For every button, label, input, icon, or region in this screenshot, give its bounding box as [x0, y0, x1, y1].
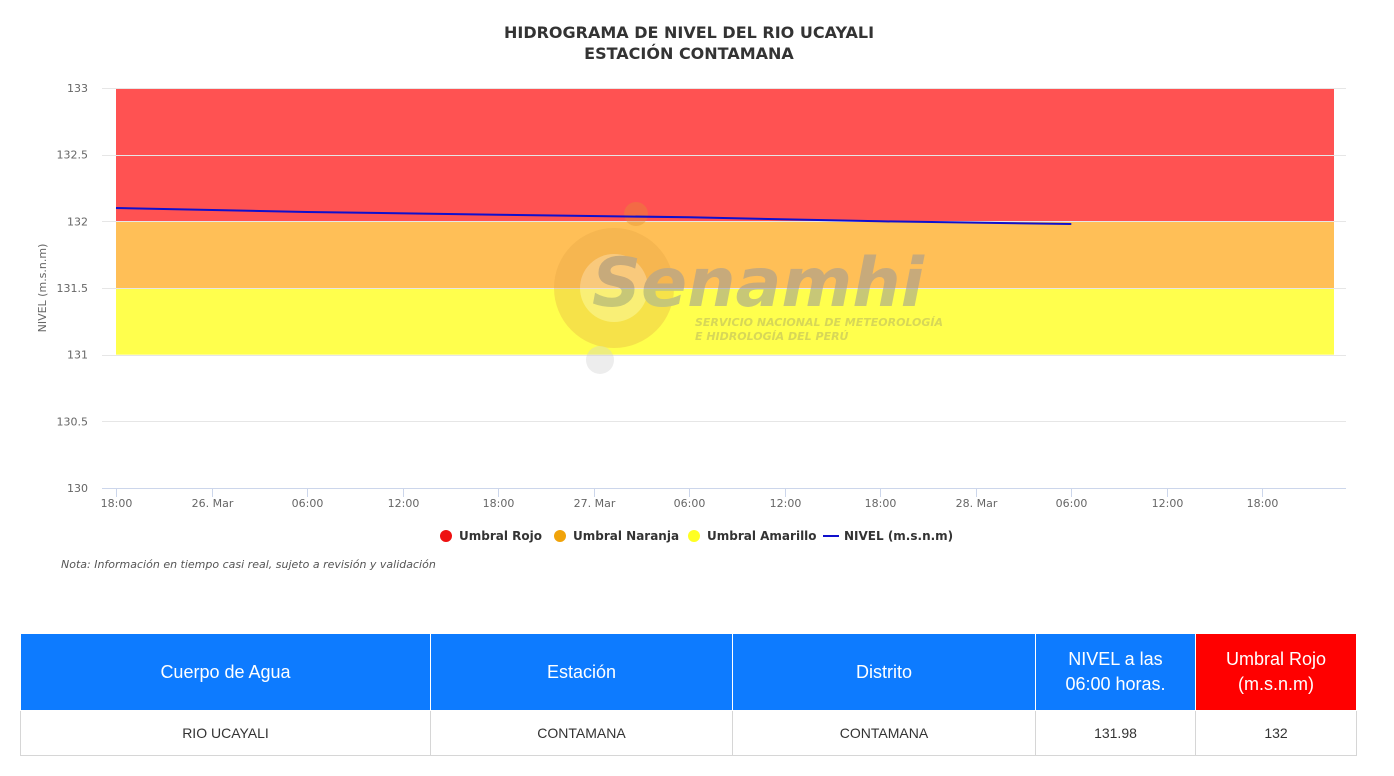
- band-umbral-naranja: [116, 221, 1334, 288]
- cell-estacion: CONTAMANA: [430, 710, 733, 756]
- header-umbral-line2: (m.s.n.m): [1238, 674, 1314, 694]
- chart-note: Nota: Información en tiempo casi real, s…: [61, 558, 436, 571]
- legend-item-umbral-rojo[interactable]: Umbral Rojo: [440, 529, 542, 543]
- cell-umbral-rojo: 132: [1195, 710, 1357, 756]
- cell-cuerpo-de-agua: RIO UCAYALI: [20, 710, 431, 756]
- legend-item-umbral-naranja[interactable]: Umbral Naranja: [554, 529, 679, 543]
- station-info-table: Cuerpo de Agua Estación Distrito NIVEL a…: [20, 633, 1357, 756]
- header-umbral-line1: Umbral Rojo: [1225, 649, 1327, 669]
- series-layer: [115, 207, 1072, 225]
- x-tick-label: 06:00: [292, 497, 324, 510]
- x-tick-label: 12:00: [770, 497, 802, 510]
- hydrograph-chart: HIDROGRAMA DE NIVEL DEL RIO UCAYALI ESTA…: [36, 23, 1346, 543]
- y-axis-ticks: 130 130.5 131 131.5 132 132.5 133: [57, 82, 89, 495]
- header-estacion: Estación: [430, 633, 733, 711]
- watermark-line1: SERVICIO NACIONAL DE METEOROLOGÍA: [695, 316, 943, 329]
- band-umbral-amarillo: [116, 288, 1334, 355]
- y-axis-title: NIVEL (m.s.n.m): [36, 244, 49, 333]
- chart-legend[interactable]: Umbral Rojo Umbral Naranja Umbral Amarillo…: [440, 529, 953, 543]
- legend-label-umbral-amarillo: Umbral Amarillo: [707, 529, 817, 543]
- x-tick-label: 18:00: [483, 497, 515, 510]
- chart-container: HIDROGRAMA DE NIVEL DEL RIO UCAYALI ESTA…: [36, 23, 1346, 571]
- series-line-nivel: [115, 207, 1072, 225]
- cell-distrito: CONTAMANA: [732, 710, 1036, 756]
- legend-item-umbral-amarillo[interactable]: Umbral Amarillo: [688, 529, 817, 543]
- x-tick-label: 27. Mar: [574, 497, 616, 510]
- legend-label-nivel-m-s-n-m: NIVEL (m.s.n.m): [844, 529, 953, 543]
- y-tick-label: 133: [67, 82, 88, 95]
- x-axis-ticks: 18:00 26. Mar 06:00 12:00 18:00 27. Mar 06:00 1…: [101, 488, 1279, 510]
- y-tick-label: 132.5: [57, 149, 89, 162]
- y-tick-label: 132: [67, 215, 88, 228]
- x-tick-label: 12:00: [1152, 497, 1184, 510]
- legend-label-umbral-rojo: Umbral Rojo: [459, 529, 542, 543]
- header-umbral-rojo: Umbral Rojo (m.s.n.m): [1195, 633, 1357, 711]
- x-tick-label: 18:00: [101, 497, 133, 510]
- y-tick-label: 130: [67, 482, 88, 495]
- table-row: RIO UCAYALI CONTAMANA CONTAMANA 131.98 1…: [20, 710, 1357, 756]
- x-tick-label: 28. Mar: [956, 497, 998, 510]
- chart-title: HIDROGRAMA DE NIVEL DEL RIO UCAYALI: [504, 23, 874, 42]
- header-nivel: NIVEL a las 06:00 horas.: [1035, 633, 1196, 711]
- cell-nivel: 131.98: [1035, 710, 1196, 756]
- table-header-row: Cuerpo de Agua Estación Distrito NIVEL a…: [20, 633, 1357, 711]
- x-tick-label: 06:00: [674, 497, 706, 510]
- sun-logo-icon: [554, 202, 674, 374]
- header-nivel-line2: 06:00 horas.: [1065, 674, 1166, 694]
- y-tick-label: 131: [67, 349, 88, 362]
- header-nivel-line1: NIVEL a las: [1068, 649, 1163, 669]
- y-tick-label: 131.5: [57, 282, 89, 295]
- legend-item-nivel-m-s-n-m[interactable]: NIVEL (m.s.n.m): [823, 529, 953, 543]
- x-tick-label: 18:00: [865, 497, 897, 510]
- legend-symbol-umbral-naranja: [554, 530, 566, 542]
- senamhi-watermark: Senamhi SERVICIO NACIONAL DE METEOROLOGÍ…: [554, 202, 943, 374]
- watermark-line2: E HIDROLOGÍA DEL PERÚ: [695, 330, 849, 343]
- band-umbral-rojo: [116, 88, 1334, 222]
- watermark-brand: Senamhi: [592, 244, 926, 323]
- legend-label-umbral-naranja: Umbral Naranja: [573, 529, 679, 543]
- chart-subtitle: ESTACIÓN CONTAMANA: [584, 44, 794, 63]
- grid-lines: [102, 88, 1346, 489]
- header-cuerpo-de-agua: Cuerpo de Agua: [20, 633, 431, 711]
- threshold-bands: [116, 88, 1334, 355]
- x-tick-label: 18:00: [1247, 497, 1279, 510]
- header-distrito: Distrito: [732, 633, 1036, 711]
- x-tick-label: 12:00: [388, 497, 420, 510]
- legend-symbol-umbral-amarillo: [688, 530, 700, 542]
- y-tick-label: 130.5: [57, 415, 89, 428]
- x-tick-label: 06:00: [1056, 497, 1088, 510]
- x-tick-label: 26. Mar: [192, 497, 234, 510]
- legend-symbol-umbral-rojo: [440, 530, 452, 542]
